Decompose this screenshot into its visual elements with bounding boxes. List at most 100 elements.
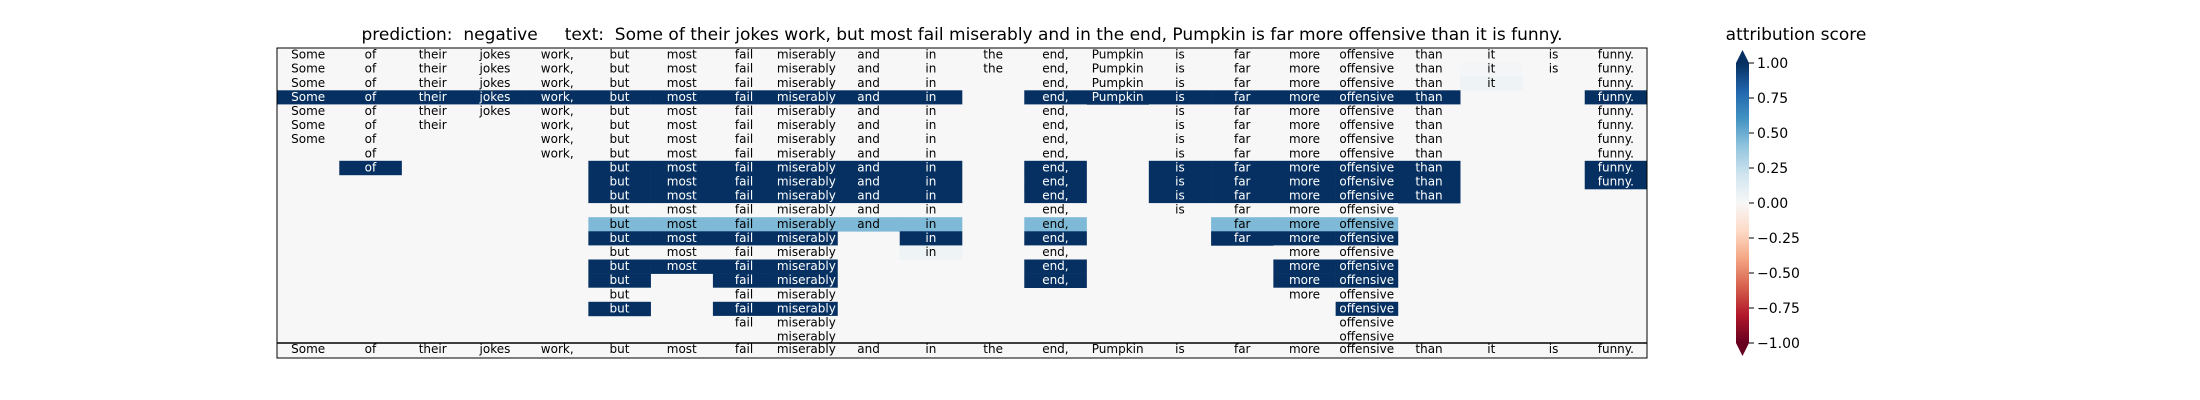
- token-label: end,: [1042, 189, 1068, 203]
- token-label: in: [925, 175, 936, 189]
- heatmap-cell: [1460, 48, 1523, 63]
- token-label: is: [1549, 48, 1559, 62]
- heatmap-cell: [712, 146, 776, 162]
- heatmap-cell: [899, 245, 963, 260]
- heatmap-cell: [526, 118, 589, 133]
- token-label: end,: [1042, 132, 1068, 146]
- token-label: far: [1234, 104, 1251, 118]
- reference-token-label: in: [925, 342, 936, 356]
- heatmap-cell: [650, 231, 714, 246]
- heatmap-cell: [1148, 48, 1212, 63]
- token-label: miserably: [777, 301, 836, 315]
- reference-token-label: their: [419, 342, 447, 356]
- heatmap-cell: [1397, 90, 1461, 105]
- heatmap-cell: [1211, 90, 1274, 105]
- token-label: offensive: [1339, 160, 1394, 174]
- reference-token-label: but: [610, 342, 630, 356]
- heatmap-cell: [775, 160, 838, 176]
- heatmap-cell: [401, 118, 465, 133]
- heatmap-cell: [463, 76, 527, 91]
- token-label: in: [925, 76, 936, 90]
- token-label: fail: [735, 62, 753, 76]
- heatmap-cell: [1335, 132, 1399, 147]
- reference-token-label: more: [1289, 342, 1320, 356]
- token-label: but: [610, 259, 630, 273]
- token-label: it: [1487, 48, 1495, 62]
- token-label: in: [925, 245, 936, 259]
- token-labels: Some of their jokes work, but most fail miserabl…: [291, 48, 1634, 356]
- heatmap-cell: [588, 48, 651, 63]
- heatmap-cell: [526, 132, 589, 147]
- heatmap-cell: [1397, 174, 1461, 190]
- token-label: miserably: [777, 76, 836, 90]
- colorbar: 1.00 0.75 0.50 0.25 0.00 −0.25 −0.50 −0.75 −1.00: [1736, 50, 1800, 356]
- heatmap-cell: [775, 174, 838, 190]
- heatmap-cell: [1148, 76, 1212, 91]
- token-label: than: [1415, 160, 1442, 174]
- heatmap-cell: [712, 174, 776, 190]
- token-label: end,: [1042, 48, 1068, 62]
- token-label: offensive: [1339, 62, 1394, 76]
- heatmap-cell: [1211, 217, 1274, 232]
- heatmap-cell: [775, 217, 838, 232]
- token-label: more: [1289, 160, 1320, 174]
- heatmap-cell: [650, 62, 714, 77]
- heatmap-cell: [1148, 118, 1212, 133]
- heatmap-cell: [588, 231, 651, 246]
- heatmap-cell: [1273, 48, 1336, 63]
- token-label: their: [419, 76, 447, 90]
- heatmap-cell: [837, 217, 901, 232]
- heatmap-cell: [1335, 90, 1399, 105]
- heatmap-cell: [1584, 146, 1648, 162]
- token-label: is: [1175, 48, 1185, 62]
- heatmap-cell: [1273, 259, 1336, 274]
- heatmap-cell: [1335, 189, 1399, 204]
- heatmap-cell: [339, 48, 402, 63]
- heatmap-cell: [712, 259, 776, 274]
- token-label: funny.: [1598, 90, 1634, 104]
- token-label: fail: [735, 231, 753, 245]
- token-label: funny.: [1598, 104, 1634, 118]
- heatmap-cell: [1211, 104, 1274, 119]
- token-label: is: [1175, 76, 1185, 90]
- heatmap-cell: [1024, 189, 1087, 204]
- token-label: of: [365, 48, 377, 62]
- heatmap-cell: [588, 104, 651, 119]
- token-label: in: [925, 118, 936, 132]
- heatmap-cell: [650, 48, 714, 63]
- reference-token-label: the: [983, 342, 1003, 356]
- heatmap-cell: [588, 287, 651, 303]
- token-label: Some: [291, 118, 325, 132]
- token-label: offensive: [1339, 132, 1394, 146]
- token-label: Some: [291, 90, 325, 104]
- heatmap-cell: [1148, 90, 1212, 105]
- token-label: is: [1175, 160, 1185, 174]
- heatmap-cell: [712, 76, 776, 91]
- token-label: Some: [291, 104, 325, 118]
- heatmap-cell: [401, 90, 465, 105]
- token-label: but: [610, 132, 630, 146]
- heatmap-cell: [1211, 76, 1274, 91]
- heatmap-cell: [837, 104, 901, 119]
- heatmap-cell: [1522, 48, 1586, 63]
- token-label: in: [925, 203, 936, 217]
- heatmap-cell: [1584, 174, 1648, 190]
- reference-token-label: is: [1175, 342, 1185, 356]
- token-label: more: [1289, 104, 1320, 118]
- heatmap-cell: [712, 90, 776, 105]
- heatmap-cell: [899, 174, 963, 190]
- token-label: offensive: [1339, 217, 1394, 231]
- token-label: miserably: [777, 273, 836, 287]
- heatmap-cell: [1335, 245, 1399, 260]
- heatmap-cell: [588, 203, 651, 218]
- token-label: Some: [291, 132, 325, 146]
- heatmap-cell: [1273, 287, 1336, 303]
- token-label: end,: [1042, 118, 1068, 132]
- heatmap-cell: [1024, 160, 1087, 176]
- token-label: offensive: [1339, 76, 1394, 90]
- token-label: than: [1415, 132, 1442, 146]
- token-label: is: [1175, 90, 1185, 104]
- heatmap-cell: [401, 62, 465, 77]
- token-label: funny.: [1598, 146, 1634, 160]
- colorbar-tick-label: 0.00: [1757, 196, 1788, 212]
